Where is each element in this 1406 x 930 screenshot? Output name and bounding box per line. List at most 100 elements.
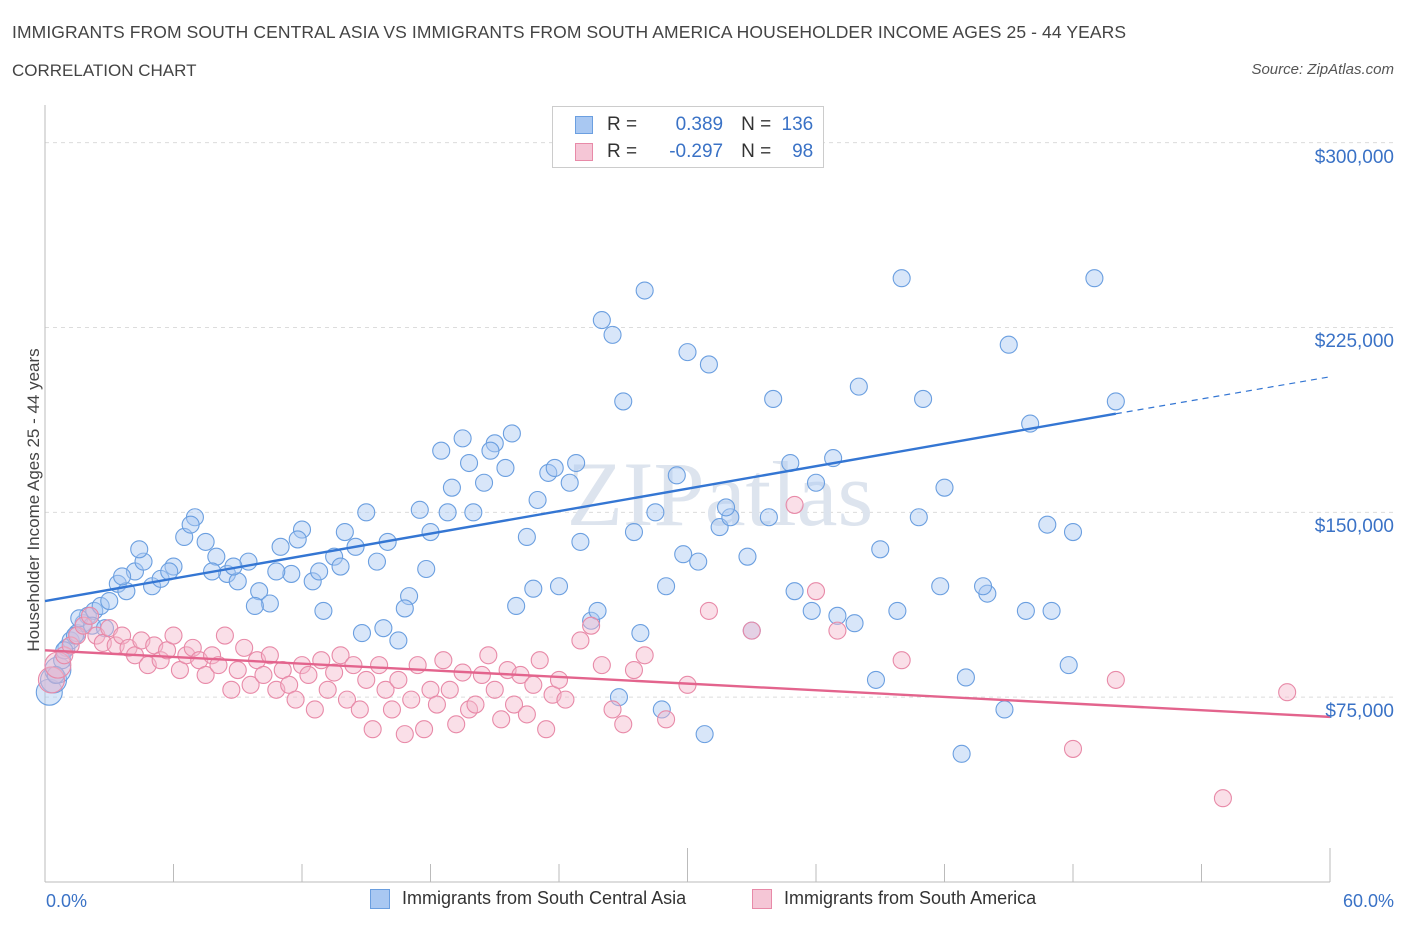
data-point <box>504 695 524 714</box>
data-point <box>866 670 886 689</box>
data-point <box>802 601 821 620</box>
data-point <box>479 646 498 665</box>
data-point <box>517 527 536 547</box>
data-point <box>549 577 569 596</box>
data-point <box>614 715 633 734</box>
stats-row-south-america: R = -0.297 N = 98 <box>575 139 813 165</box>
data-point <box>935 478 954 497</box>
data-point <box>241 675 260 694</box>
data-point <box>973 577 993 596</box>
data-point <box>288 530 307 549</box>
data-point <box>325 663 344 682</box>
data-point <box>995 700 1014 719</box>
data-point <box>357 670 376 689</box>
data-point <box>952 744 971 763</box>
stats-row-south-central-asia: R = 0.389 N = 136 <box>575 112 813 138</box>
data-point <box>37 666 65 694</box>
data-point <box>130 540 149 559</box>
data-point <box>357 503 376 522</box>
data-point <box>699 355 718 374</box>
data-point <box>389 670 408 689</box>
data-point <box>363 720 382 739</box>
data-point <box>1059 656 1078 675</box>
data-point <box>892 651 911 670</box>
data-point <box>738 547 757 566</box>
data-point <box>759 508 778 527</box>
data-point <box>481 441 500 460</box>
data-point <box>528 490 547 510</box>
data-point <box>286 690 305 709</box>
data-point <box>447 715 466 734</box>
data-points <box>35 269 1297 808</box>
x-tick-label-max: 60.0% <box>1342 891 1394 911</box>
data-point <box>395 725 414 744</box>
data-point <box>567 453 586 473</box>
data-point <box>560 473 579 492</box>
data-point <box>582 616 601 635</box>
data-point <box>299 665 318 685</box>
data-point <box>164 626 183 645</box>
data-point <box>914 389 933 409</box>
data-point <box>367 552 387 571</box>
data-point <box>485 680 504 699</box>
data-point <box>689 552 708 571</box>
data-point <box>209 656 228 675</box>
data-point <box>828 621 847 640</box>
data-point <box>785 582 804 601</box>
data-point <box>432 441 451 460</box>
data-point <box>699 601 718 620</box>
stats-r-value: -0.297 <box>669 141 724 162</box>
data-point <box>614 392 633 411</box>
data-point <box>571 532 590 551</box>
data-point <box>507 596 526 616</box>
y-tick-label: $300,000 <box>1314 146 1394 168</box>
data-point <box>100 591 119 611</box>
data-point <box>956 668 975 687</box>
data-point <box>1278 683 1297 702</box>
data-point <box>466 695 485 714</box>
data-point <box>530 651 549 670</box>
data-point <box>395 599 414 618</box>
data-point <box>376 680 395 699</box>
data-point <box>337 690 357 709</box>
data-point <box>603 325 622 344</box>
data-point <box>545 458 564 478</box>
data-point <box>537 720 556 739</box>
data-point <box>624 522 644 542</box>
data-point <box>592 656 611 675</box>
stats-swatch-blue <box>575 116 593 134</box>
data-point <box>245 596 264 616</box>
y-tick-label: $150,000 <box>1314 516 1394 538</box>
data-point <box>305 700 324 719</box>
stats-r-label: R = <box>607 141 638 162</box>
legend-item-south-central-asia: Immigrants from South Central Asia <box>370 888 686 909</box>
data-point <box>389 631 408 650</box>
data-point <box>228 572 247 591</box>
data-point <box>181 515 200 534</box>
data-point <box>350 700 369 719</box>
data-point <box>502 424 521 443</box>
legend-swatch-blue <box>370 888 390 909</box>
data-point <box>871 540 890 559</box>
y-tick-label: $225,000 <box>1314 331 1394 353</box>
grid-lines <box>45 142 1395 698</box>
data-point <box>113 567 132 586</box>
data-point <box>742 621 761 640</box>
data-point <box>845 614 864 633</box>
data-point <box>438 503 457 522</box>
legend-label: Immigrants from South America <box>784 888 1037 908</box>
chart-title: IMMIGRANTS FROM SOUTH CENTRAL ASIA VS IM… <box>12 22 1127 42</box>
y-tick-label: $75,000 <box>1325 701 1394 723</box>
data-point <box>657 710 676 729</box>
data-point <box>442 478 461 497</box>
data-point <box>303 572 322 591</box>
data-point <box>215 626 234 645</box>
data-point <box>382 700 402 719</box>
data-point <box>678 343 697 362</box>
data-point <box>592 311 611 330</box>
data-point <box>1106 670 1125 689</box>
data-point <box>271 537 290 556</box>
stats-r-value: 0.389 <box>675 114 724 135</box>
data-point <box>695 725 714 744</box>
